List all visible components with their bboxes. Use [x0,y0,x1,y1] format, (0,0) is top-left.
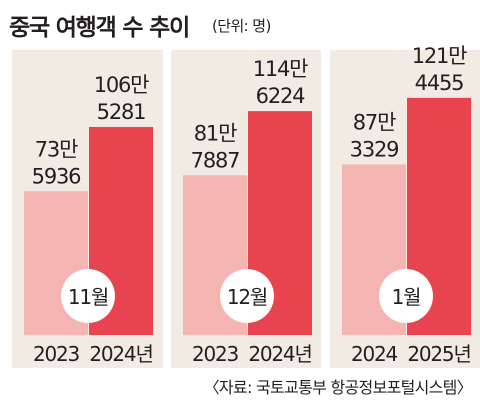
unit-label: (단위: 명) [212,17,271,35]
category-label-2-2: 2024년 [248,342,311,366]
month-label-2: 12월 [227,285,267,309]
value-label-1-2-2: 5281 [97,100,146,124]
month-label-1: 11월 [68,285,108,309]
category-label-1-2: 2024년 [89,342,152,366]
value-label-3-2-1: 121만 [412,44,467,68]
month-label-3: 1월 [392,285,421,309]
month-badge-1 [61,269,115,323]
category-label-2-1: 2023 [192,342,239,366]
value-label-3-1-1: 87만 [353,110,396,134]
value-label-1-1-2: 5936 [32,164,81,188]
value-label-2-1-2: 7887 [191,148,240,172]
category-label-1-1: 2023 [33,342,80,366]
value-label-3-1-2: 3329 [350,137,399,161]
month-badge-2 [220,269,274,323]
source-note: 〈자료: 국토교통부 항공정보포털시스템〉 [203,378,473,397]
category-label-3-2: 2025년 [407,342,470,366]
value-label-1-2-1: 106만 [94,73,149,97]
value-label-1-1-1: 73만 [35,137,78,161]
value-label-3-2-2: 4455 [415,71,464,95]
chart-title: 중국 여행객 수 추이 [9,15,190,41]
value-label-2-2-2: 6224 [256,84,305,108]
category-label-3-1: 2024 [351,342,398,366]
value-label-2-2-1: 114만 [253,57,308,81]
value-label-2-1-1: 81만 [194,121,237,145]
month-badge-3 [379,269,433,323]
